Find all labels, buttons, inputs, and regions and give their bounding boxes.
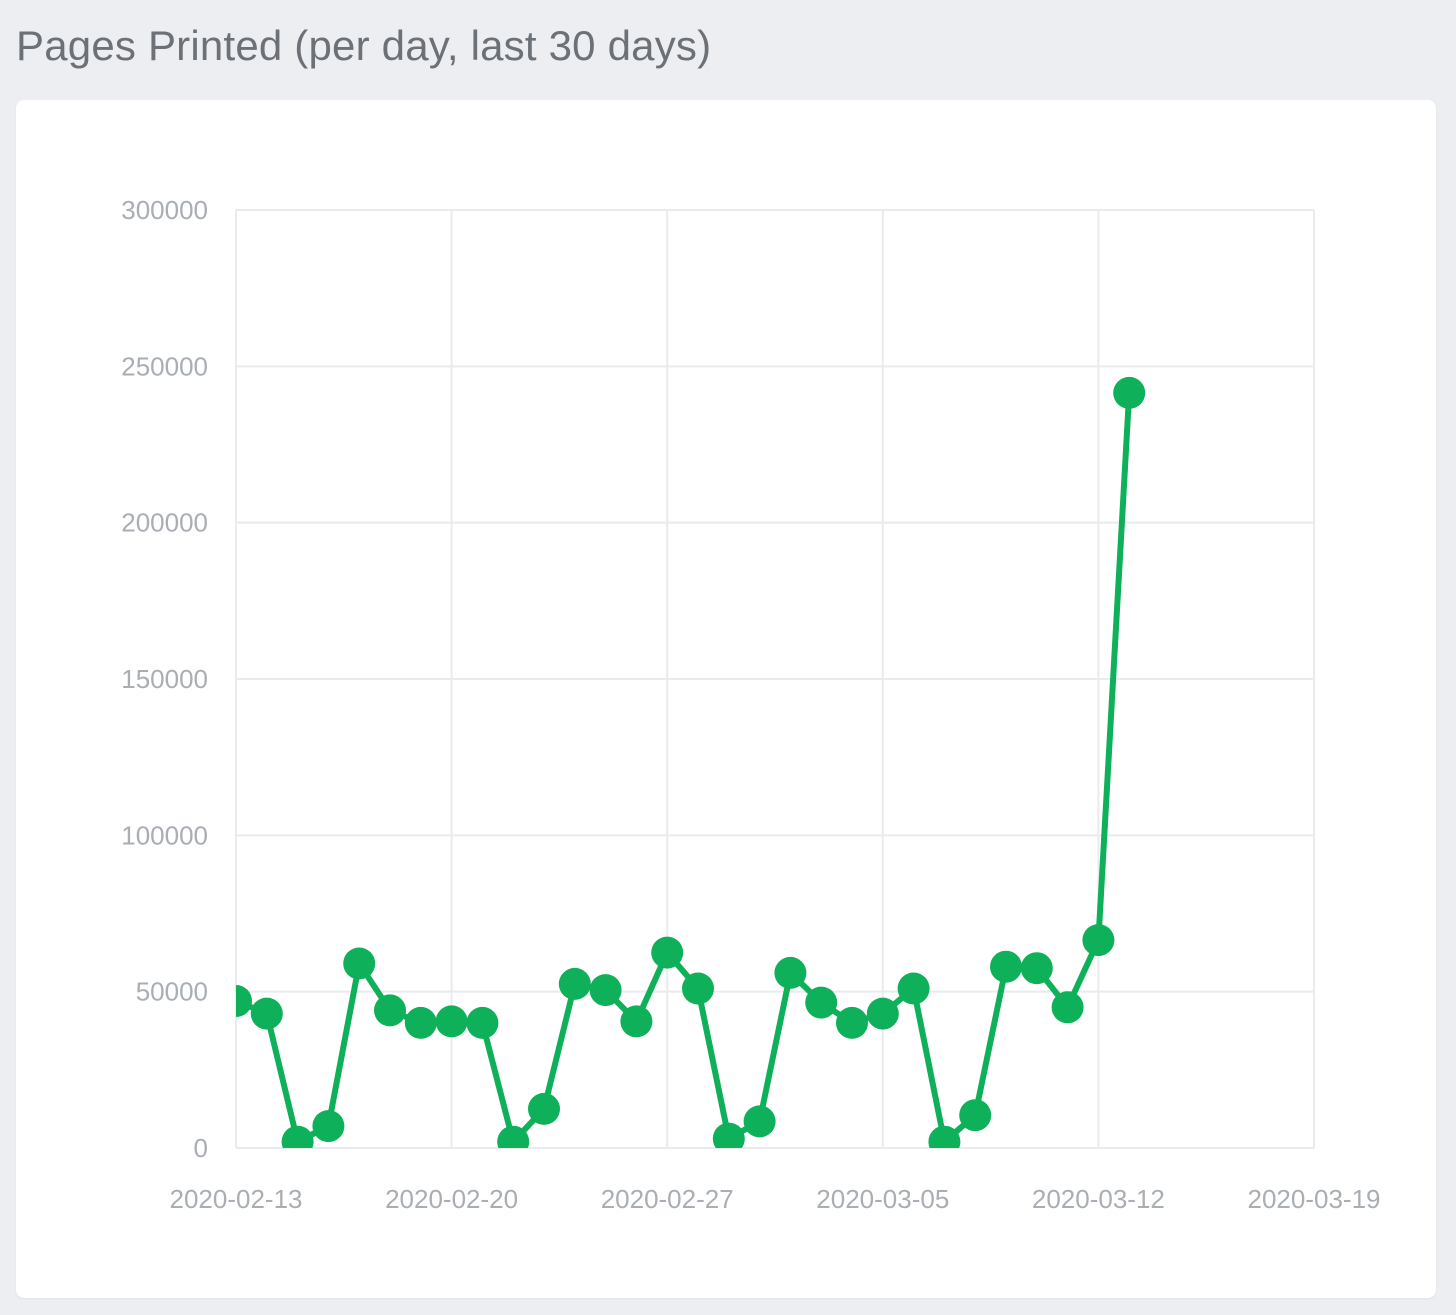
- data-point[interactable]: [774, 956, 807, 989]
- data-point[interactable]: [1082, 924, 1115, 957]
- data-point[interactable]: [651, 936, 684, 969]
- x-tick-label: 2020-02-27: [601, 1184, 734, 1214]
- data-point[interactable]: [897, 972, 930, 1005]
- data-point[interactable]: [558, 967, 591, 1000]
- y-axis-tick-labels: 0 50000 100000 150000 200000 250000 300000: [121, 195, 208, 1163]
- grid-layer: [235, 209, 1315, 1149]
- data-point[interactable]: [620, 1005, 653, 1038]
- data-point[interactable]: [220, 985, 252, 1017]
- series-line: [236, 389, 1133, 1145]
- data-point[interactable]: [404, 1006, 437, 1039]
- x-tick-label: 2020-03-19: [1248, 1184, 1381, 1214]
- y-tick-label: 150000: [121, 664, 208, 694]
- data-point[interactable]: [281, 1125, 314, 1158]
- y-tick-label: 0: [194, 1133, 208, 1163]
- data-point[interactable]: [805, 986, 838, 1019]
- data-point[interactable]: [374, 994, 406, 1027]
- data-point[interactable]: [250, 997, 283, 1030]
- x-tick-label: 2020-03-12: [1032, 1184, 1165, 1214]
- y-tick-label: 200000: [121, 508, 208, 538]
- data-point[interactable]: [1020, 952, 1053, 985]
- data-point[interactable]: [466, 1006, 499, 1039]
- data-point[interactable]: [1113, 376, 1146, 409]
- x-tick-label: 2020-03-05: [816, 1184, 949, 1214]
- series-layer: [220, 376, 1146, 1158]
- y-tick-label: 50000: [136, 977, 208, 1007]
- panel-title: Pages Printed (per day, last 30 days): [16, 22, 712, 69]
- data-point[interactable]: [528, 1092, 560, 1125]
- data-point[interactable]: [712, 1122, 745, 1155]
- chart-card: 2020-02-13 2020-02-20 2020-02-27 2020-03-05…: [16, 100, 1436, 1298]
- data-point[interactable]: [682, 972, 714, 1005]
- data-point[interactable]: [497, 1125, 530, 1158]
- data-point[interactable]: [1051, 991, 1084, 1024]
- x-axis-tick-labels: 2020-02-13 2020-02-20 2020-02-27 2020-03-05…: [170, 1184, 1381, 1214]
- data-point[interactable]: [836, 1006, 868, 1039]
- x-tick-label: 2020-02-13: [170, 1184, 303, 1214]
- y-tick-label: 250000: [121, 351, 208, 381]
- data-point[interactable]: [959, 1099, 992, 1132]
- data-point[interactable]: [343, 947, 376, 980]
- y-tick-label: 100000: [121, 820, 208, 850]
- x-tick-label: 2020-02-20: [385, 1184, 518, 1214]
- data-point[interactable]: [990, 950, 1022, 983]
- line-chart: 2020-02-13 2020-02-20 2020-02-27 2020-03-05…: [121, 195, 1381, 1214]
- data-point[interactable]: [435, 1005, 468, 1038]
- data-point[interactable]: [928, 1125, 961, 1158]
- data-point[interactable]: [312, 1110, 345, 1143]
- data-point[interactable]: [589, 974, 622, 1007]
- data-point[interactable]: [866, 997, 899, 1030]
- y-tick-label: 300000: [121, 195, 208, 225]
- data-point[interactable]: [743, 1105, 776, 1138]
